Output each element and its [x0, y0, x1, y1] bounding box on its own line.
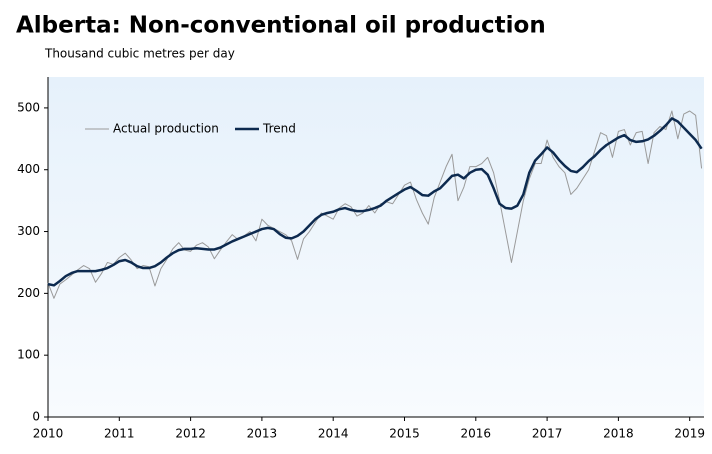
x-tick-label: 2014 — [318, 427, 349, 441]
x-tick-label: 2016 — [461, 427, 492, 441]
plot-area — [48, 77, 704, 417]
x-tick-label: 2017 — [532, 427, 563, 441]
y-tick-label: 400 — [17, 162, 40, 176]
x-tick-label: 2013 — [247, 427, 278, 441]
y-tick-label: 300 — [17, 224, 40, 238]
y-tick-label: 100 — [17, 348, 40, 362]
y-tick-label: 0 — [32, 410, 40, 424]
x-tick-label: 2018 — [603, 427, 634, 441]
y-tick-label: 200 — [17, 286, 40, 300]
legend-label: Actual production — [113, 122, 219, 136]
x-tick-label: 2019 — [674, 427, 705, 441]
x-tick-label: 2011 — [104, 427, 135, 441]
y-tick-label: 500 — [17, 100, 40, 114]
x-tick-label: 2010 — [33, 427, 64, 441]
chart-subtitle: Thousand cubic metres per day — [44, 47, 235, 61]
series-line — [47, 117, 703, 287]
chart-title: Alberta: Non-conventional oil production — [16, 13, 546, 39]
x-tick-label: 2012 — [175, 427, 206, 441]
x-tick-label: 2015 — [389, 427, 420, 441]
legend-label: Trend — [262, 122, 296, 136]
